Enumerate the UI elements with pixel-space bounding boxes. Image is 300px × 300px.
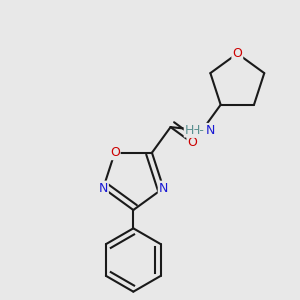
Text: O: O [232,47,242,60]
Text: O: O [110,146,120,159]
Text: H: H [184,124,194,137]
Text: N: N [206,124,215,137]
Text: O: O [188,136,197,149]
Text: N: N [98,182,108,195]
Text: N: N [159,182,168,195]
Text: H-N: H-N [190,124,214,137]
